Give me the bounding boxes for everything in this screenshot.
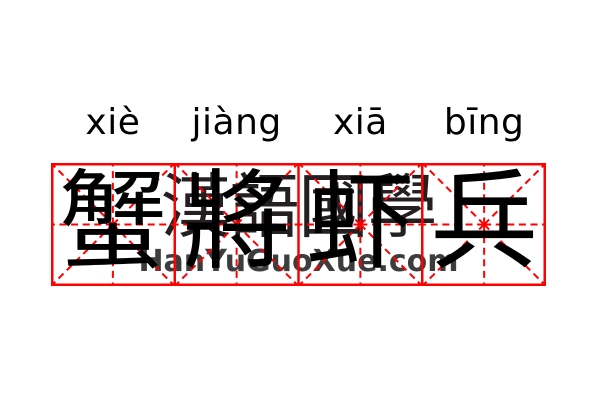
character-row: 蟹 將 虾 兵: [51, 160, 546, 286]
character-cell: 蟹: [58, 160, 167, 285]
character-cell: 將: [182, 160, 291, 285]
character-cell: 兵: [430, 160, 539, 285]
mi-grid: [51, 163, 546, 286]
character-cell: 虾: [306, 160, 415, 285]
mi-grid-frame: [51, 163, 546, 286]
pinyin-syllable: bīng: [443, 102, 525, 143]
pinyin-syllable: jiàng: [191, 102, 282, 143]
pinyin-syllable: xiè: [85, 102, 141, 143]
pinyin-row: xiè jiàng xiā bīng: [51, 100, 546, 146]
pinyin-syllable: xiā: [332, 102, 388, 143]
